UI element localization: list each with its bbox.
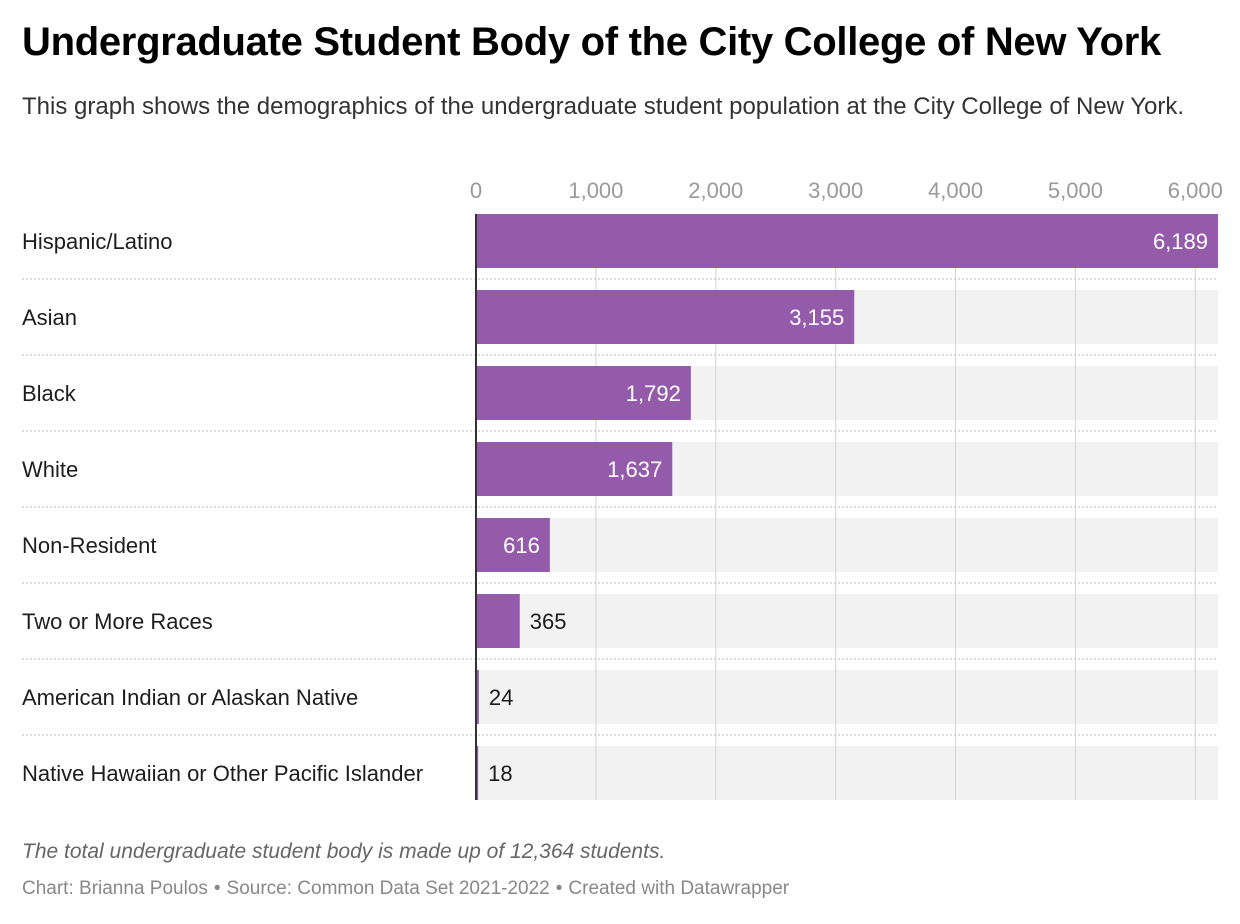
x-tick-label: 4,000 xyxy=(928,178,983,203)
source-credit: Source: Common Data Set 2021-2022 xyxy=(226,878,550,899)
value-label: 365 xyxy=(530,609,567,634)
category-label: Hispanic/Latino xyxy=(22,229,172,254)
category-label: Non-Resident xyxy=(22,533,157,558)
value-label: 1,792 xyxy=(626,381,681,406)
bar-track xyxy=(476,670,1218,724)
footer-separator: • xyxy=(555,878,563,899)
x-tick-label: 5,000 xyxy=(1048,178,1103,203)
bar xyxy=(476,518,550,572)
category-label: Two or More Races xyxy=(22,609,213,634)
bar xyxy=(476,366,691,420)
category-label: Native Hawaiian or Other Pacific Islande… xyxy=(22,761,423,786)
bar-track xyxy=(476,594,1218,648)
value-label: 24 xyxy=(489,685,513,710)
value-label: 1,637 xyxy=(607,457,662,482)
bar-track xyxy=(476,746,1218,800)
chart-note: The total undergraduate student body is … xyxy=(22,840,666,863)
chart-title: Undergraduate Student Body of the City C… xyxy=(22,20,1162,64)
bar xyxy=(476,594,520,648)
bar-track xyxy=(476,518,1218,572)
created-with-credit: Created with Datawrapper xyxy=(568,878,790,899)
chart-credit: Chart: Brianna Poulos xyxy=(22,878,208,899)
bar xyxy=(476,214,1218,268)
value-label: 18 xyxy=(488,761,512,786)
bar xyxy=(476,442,673,496)
chart-footer: Chart: Brianna Poulos • Source: Common Dat… xyxy=(22,878,789,900)
bar xyxy=(476,746,479,800)
bar xyxy=(476,290,855,344)
category-label: Black xyxy=(22,381,77,406)
x-tick-label: 0 xyxy=(470,178,482,203)
value-label: 616 xyxy=(503,533,540,558)
value-label: 3,155 xyxy=(789,305,844,330)
x-tick-label: 3,000 xyxy=(808,178,863,203)
category-label: American Indian or Alaskan Native xyxy=(22,685,358,710)
chart-subtitle: This graph shows the demographics of the… xyxy=(22,93,1185,120)
category-label: Asian xyxy=(22,305,77,330)
footer-separator: • xyxy=(213,878,221,899)
x-tick-label: 1,000 xyxy=(568,178,623,203)
x-tick-label: 6,000 xyxy=(1168,178,1223,203)
bar-chart: 0 1,000 2,000 3,000 4,000 5,000 6,000 Hispanic/… xyxy=(22,178,1223,800)
x-tick-label: 2,000 xyxy=(688,178,743,203)
bar xyxy=(476,670,479,724)
category-label: White xyxy=(22,457,78,482)
value-label: 6,189 xyxy=(1153,229,1208,254)
